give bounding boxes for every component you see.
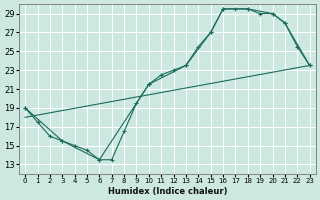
X-axis label: Humidex (Indice chaleur): Humidex (Indice chaleur) xyxy=(108,187,227,196)
